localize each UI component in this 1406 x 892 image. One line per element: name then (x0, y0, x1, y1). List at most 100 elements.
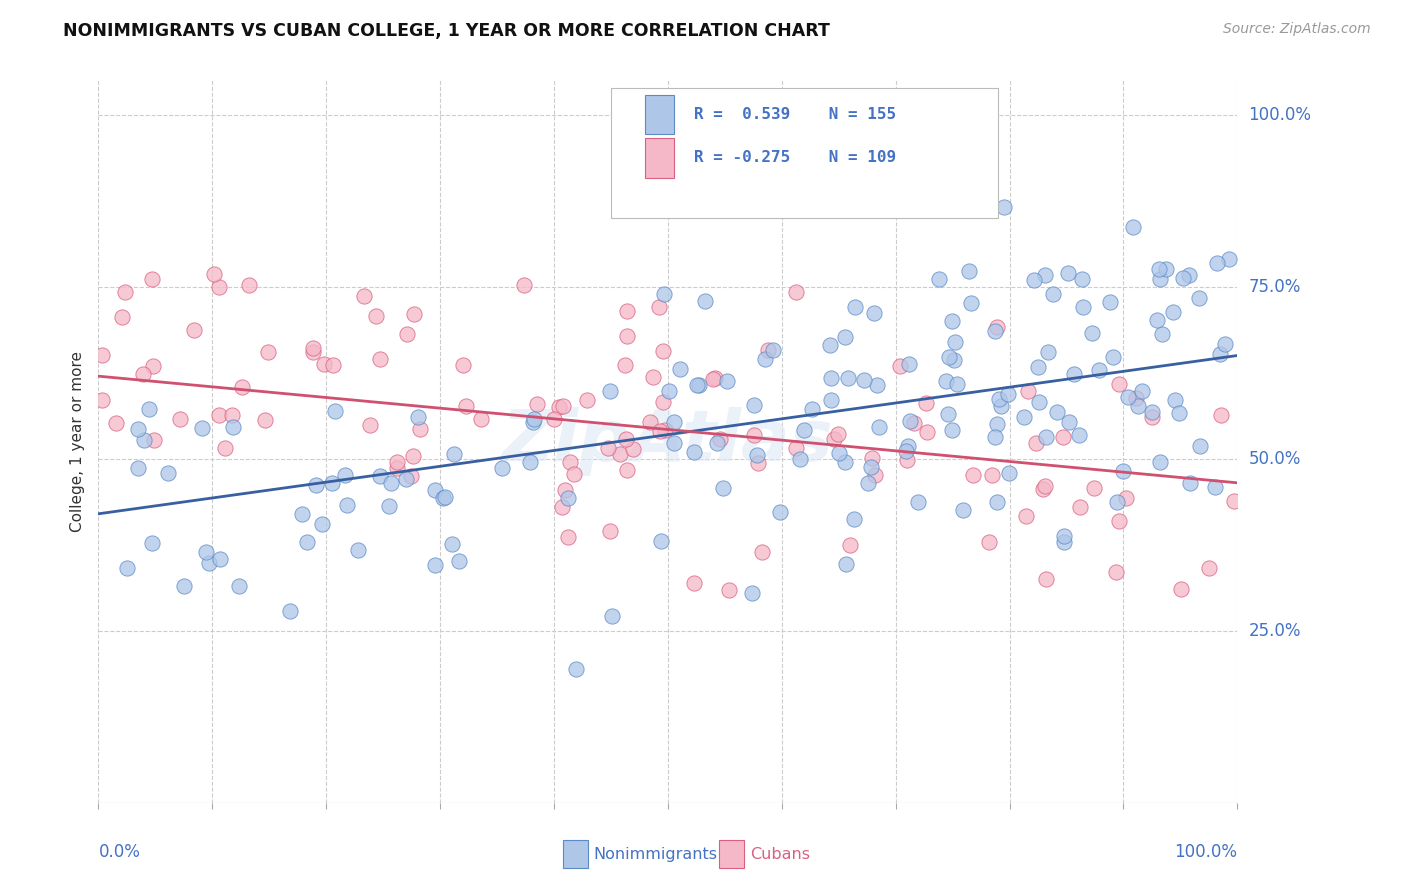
Point (198, 556, 221, 570)
Point (138, 402, 160, 417)
Point (526, 397, 548, 411)
Point (683, 444, 706, 458)
Point (652, 344, 675, 359)
Point (1025, 436, 1047, 450)
Point (616, 304, 638, 318)
FancyBboxPatch shape (645, 138, 673, 178)
Point (647, 300, 669, 314)
Point (652, 287, 675, 301)
Point (616, 463, 638, 477)
Point (742, 428, 765, 442)
Point (1177, 268, 1199, 283)
Point (986, 319, 1008, 334)
Point (789, 452, 811, 467)
Point (837, 370, 859, 384)
Point (228, 579, 250, 593)
Point (1125, 391, 1147, 405)
Point (333, 467, 356, 482)
Point (702, 372, 724, 386)
Point (793, 423, 815, 437)
Point (896, 439, 918, 453)
Point (231, 379, 253, 393)
Point (898, 414, 921, 428)
Point (669, 362, 692, 376)
Point (860, 459, 883, 474)
Point (305, 478, 328, 492)
Point (347, 543, 370, 558)
Point (557, 530, 579, 544)
Point (616, 329, 638, 343)
Point (1105, 495, 1128, 509)
Point (1223, 494, 1246, 508)
Point (402, 450, 425, 464)
Point (404, 307, 426, 321)
Point (621, 442, 644, 457)
Point (983, 430, 1005, 444)
Point (866, 377, 889, 392)
Point (984, 324, 1007, 338)
Point (208, 280, 231, 294)
Point (470, 412, 492, 426)
Point (359, 417, 381, 432)
FancyBboxPatch shape (645, 95, 673, 135)
Point (1142, 405, 1164, 419)
Point (1168, 406, 1191, 420)
Point (131, 367, 153, 381)
Point (718, 583, 741, 598)
Point (889, 359, 911, 374)
Point (1042, 286, 1064, 301)
Point (302, 342, 325, 356)
Point (253, 413, 276, 427)
Point (828, 446, 851, 460)
Text: 0.0%: 0.0% (98, 843, 141, 861)
Point (1033, 479, 1056, 493)
Point (915, 425, 938, 439)
FancyBboxPatch shape (718, 840, 744, 868)
Point (638, 415, 661, 429)
Point (423, 558, 446, 573)
Point (564, 661, 586, 675)
Point (834, 329, 856, 343)
Point (406, 410, 429, 425)
Point (709, 432, 731, 446)
Point (986, 495, 1008, 509)
Point (543, 412, 565, 426)
Text: Cubans: Cubans (749, 847, 810, 863)
Point (988, 392, 1011, 406)
Y-axis label: College, 1 year or more: College, 1 year or more (70, 351, 86, 532)
Point (1154, 261, 1177, 276)
Point (1105, 565, 1128, 579)
Point (1178, 475, 1201, 490)
Point (785, 285, 807, 299)
Point (860, 451, 883, 466)
Point (703, 371, 725, 385)
Point (664, 436, 686, 450)
Point (190, 421, 212, 435)
Point (820, 393, 842, 408)
Point (938, 350, 960, 364)
Point (596, 441, 619, 455)
Text: 100.0%: 100.0% (1174, 843, 1237, 861)
Point (91, 348, 114, 362)
Point (440, 537, 463, 551)
Point (957, 264, 980, 278)
Point (658, 384, 681, 399)
Point (853, 373, 876, 387)
Point (897, 357, 920, 371)
Point (1052, 430, 1074, 444)
Point (321, 476, 343, 491)
Point (323, 404, 346, 418)
Point (385, 460, 408, 475)
Point (387, 455, 409, 469)
Point (862, 306, 884, 320)
Point (600, 608, 623, 623)
Point (863, 467, 886, 482)
Point (747, 448, 769, 462)
Point (553, 399, 575, 413)
Text: Source: ZipAtlas.com: Source: ZipAtlas.com (1223, 22, 1371, 37)
Point (558, 455, 581, 469)
Point (998, 466, 1021, 480)
Point (1149, 455, 1171, 469)
Point (396, 327, 419, 342)
Point (169, 412, 191, 426)
